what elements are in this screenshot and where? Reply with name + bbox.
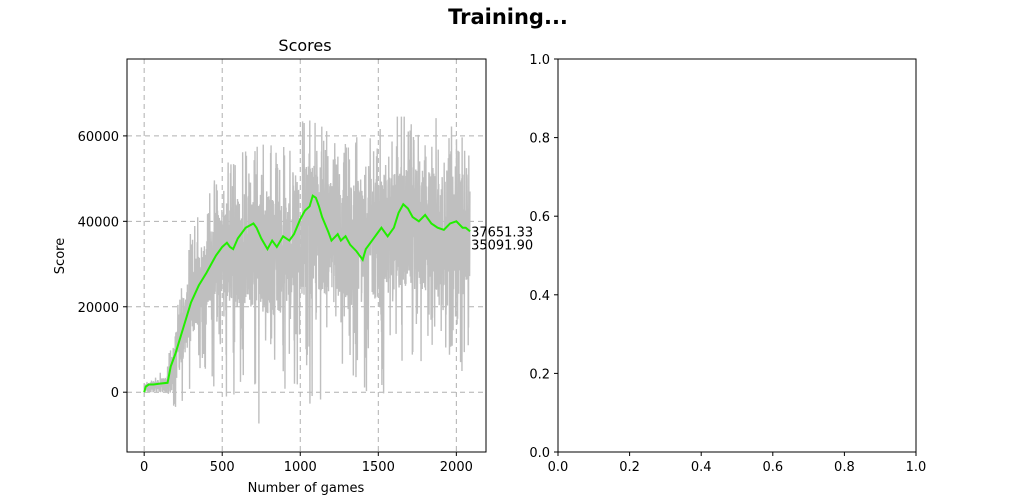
y-tick-label: 0.2	[529, 367, 550, 382]
scores-title: Scores	[278, 36, 331, 55]
y-tick-label: 0.4	[529, 289, 550, 304]
x-tick-label: 0.8	[834, 460, 855, 475]
y-tick-label: 0.8	[529, 132, 550, 147]
y-tick-label: 20000	[78, 301, 119, 316]
value-annotation: 37651.33	[471, 225, 533, 240]
x-tick-label: 2000	[440, 460, 473, 475]
x-tick-label: 0.4	[691, 460, 712, 475]
x-tick-label: 0.2	[619, 460, 640, 475]
x-tick-label: 500	[210, 460, 235, 475]
moving-average-series	[143, 194, 471, 393]
empty-axes-frame	[557, 58, 917, 453]
y-tick-label: 60000	[78, 130, 119, 145]
y-tick-label: 1.0	[529, 53, 550, 68]
y-tick-label: 40000	[78, 215, 119, 230]
empty-axes-ticks: 0.0 0.2 0.4 0.6 0.8 1.0 0.0 0.2 0.4 0.6 0.8 1.0	[529, 53, 926, 475]
x-tick-label: 1.0	[906, 460, 927, 475]
scores-ylabel: Score	[53, 238, 68, 274]
value-annotation: 35091.90	[471, 238, 533, 253]
scores-xlabel: Number of games	[248, 481, 365, 496]
y-tick-label: 0	[111, 386, 119, 401]
x-tick-label: 0.0	[548, 460, 569, 475]
scores-axes-frame	[126, 58, 487, 453]
x-tick-label: 1000	[284, 460, 317, 475]
raw-score-line	[143, 116, 471, 424]
figure-title: Training...	[448, 5, 568, 29]
x-tick-label: 1500	[362, 460, 395, 475]
raw-scores-series	[143, 116, 471, 424]
x-tick-label: 0.6	[762, 460, 783, 475]
scores-axes: Scores 0 500 1000 1500 20000200004000060000 …	[53, 36, 533, 496]
empty-axes: 0.0 0.2 0.4 0.6 0.8 1.0 0.0 0.2 0.4 0.6 0.8 1.0	[529, 53, 926, 475]
y-tick-label: 0.6	[529, 210, 550, 225]
y-tick-label: 0.0	[529, 446, 550, 461]
moving-average-line	[143, 194, 471, 393]
x-tick-label: 0	[140, 460, 148, 475]
